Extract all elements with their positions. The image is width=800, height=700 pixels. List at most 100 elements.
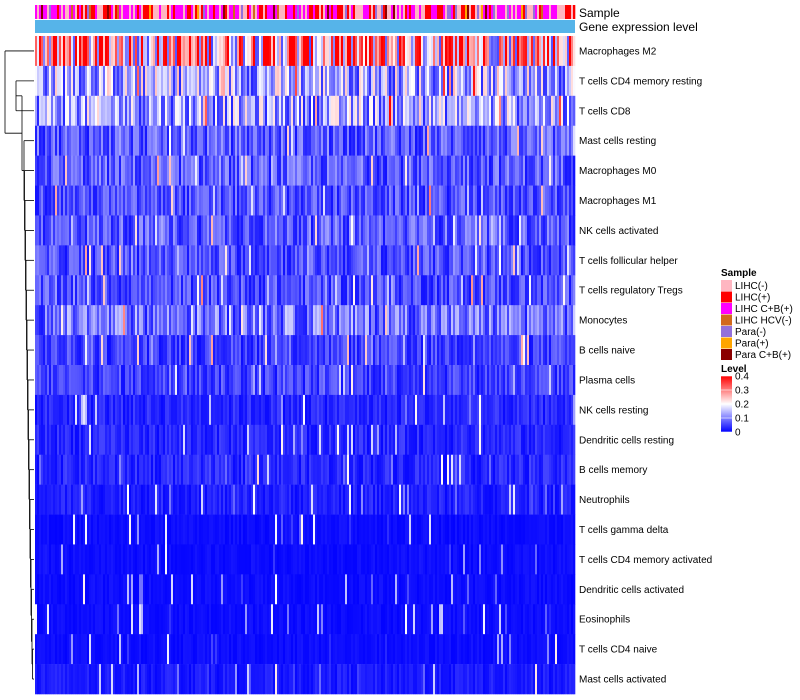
heatmap-cell — [351, 95, 354, 127]
heatmap-cell — [93, 394, 96, 426]
heatmap-cell — [299, 454, 302, 485]
heatmap-cell — [209, 65, 212, 97]
heatmap-cell — [361, 514, 364, 545]
heatmap-cell — [513, 245, 516, 276]
heatmap-cell — [37, 155, 40, 186]
heatmap-cell — [303, 335, 306, 366]
heatmap-cell — [97, 394, 100, 426]
heatmap-cell — [557, 454, 560, 485]
heatmap-cell — [435, 95, 438, 127]
heatmap-cell — [345, 36, 348, 67]
heatmap-cell — [285, 155, 288, 186]
heatmap-cell — [321, 95, 324, 127]
heatmap-cell — [455, 155, 458, 186]
heatmap-cell — [277, 305, 280, 336]
heatmap-cell — [57, 365, 60, 396]
heatmap-cell — [431, 305, 434, 336]
heatmap-cell — [99, 424, 102, 456]
heatmap-cell — [139, 65, 142, 97]
heatmap-cell — [337, 275, 340, 306]
heatmap-cell — [237, 245, 240, 276]
heatmap-cell — [427, 365, 430, 396]
heatmap-cell — [387, 424, 390, 456]
sample-annotation-cell — [519, 5, 522, 19]
heatmap-cell — [139, 155, 142, 186]
heatmap-cell — [69, 65, 72, 97]
heatmap-cell — [83, 185, 86, 216]
heatmap-cell — [425, 215, 428, 246]
heatmap-cell — [65, 275, 68, 306]
heatmap-cell — [277, 36, 280, 67]
heatmap-cell — [233, 185, 236, 216]
heatmap-cell — [123, 245, 126, 276]
heatmap-cell — [427, 275, 430, 306]
heatmap-cell — [509, 65, 512, 97]
heatmap-cell — [279, 484, 282, 515]
heatmap-cell — [403, 275, 406, 306]
heatmap-cell — [215, 65, 218, 97]
heatmap-cell — [139, 125, 142, 156]
heatmap-cell — [483, 275, 486, 306]
heatmap-cell — [117, 275, 120, 306]
heatmap-cell — [119, 484, 122, 515]
heatmap-cell — [209, 514, 212, 545]
heatmap-cell — [317, 454, 320, 485]
heatmap-cell — [447, 514, 450, 545]
heatmap-cell — [39, 125, 42, 156]
heatmap-cell — [269, 424, 272, 456]
heatmap-cell — [149, 484, 152, 515]
heatmap-cell — [117, 185, 120, 216]
heatmap-cell — [429, 155, 432, 186]
heatmap-cell — [489, 215, 492, 246]
heatmap-cell — [261, 65, 264, 97]
heatmap-cell — [537, 125, 540, 156]
heatmap-cell — [423, 215, 426, 246]
heatmap-cell — [371, 305, 374, 336]
heatmap-cell — [287, 514, 290, 545]
heatmap-cell — [473, 95, 476, 127]
heatmap-cell — [157, 125, 160, 156]
heatmap-cell — [297, 275, 300, 306]
heatmap-cell — [259, 305, 262, 336]
heatmap-cell — [269, 514, 272, 545]
heatmap-cell — [339, 155, 342, 186]
heatmap-cell — [383, 65, 386, 97]
heatmap-cell — [335, 335, 338, 366]
heatmap-cell — [83, 544, 86, 575]
heatmap-cell — [465, 335, 468, 366]
heatmap-cell — [155, 185, 158, 216]
heatmap-cell — [409, 514, 412, 545]
heatmap-cell — [245, 394, 248, 426]
heatmap-cell — [267, 245, 270, 276]
heatmap-cell — [75, 544, 78, 575]
heatmap-cell — [255, 245, 258, 276]
heatmap-cell — [347, 215, 350, 246]
heatmap-cell — [217, 305, 220, 336]
heatmap-cell — [97, 305, 100, 336]
heatmap-cell — [185, 65, 188, 97]
heatmap-cell — [167, 245, 170, 276]
heatmap-cell — [517, 245, 520, 276]
heatmap-cell — [375, 245, 378, 276]
heatmap-cell — [423, 424, 426, 456]
heatmap-cell — [419, 454, 422, 485]
heatmap-cell — [151, 454, 154, 485]
heatmap-cell — [199, 95, 202, 127]
heatmap-row — [35, 544, 576, 575]
heatmap-cell — [287, 65, 290, 97]
heatmap-cell — [333, 514, 336, 545]
sample-annotation-cell — [307, 5, 310, 19]
heatmap-cell — [377, 36, 380, 67]
heatmap-cell — [115, 514, 118, 545]
heatmap-cell — [509, 245, 512, 276]
heatmap-cell — [563, 365, 566, 396]
heatmap-cell — [83, 454, 86, 485]
heatmap-cell — [91, 365, 94, 396]
heatmap-cell — [173, 215, 176, 246]
heatmap-cell — [199, 514, 202, 545]
heatmap-cell — [501, 215, 504, 246]
heatmap-cell — [253, 424, 256, 456]
heatmap-cell — [291, 394, 294, 426]
heatmap-cell — [97, 335, 100, 366]
heatmap-cell — [37, 275, 40, 306]
